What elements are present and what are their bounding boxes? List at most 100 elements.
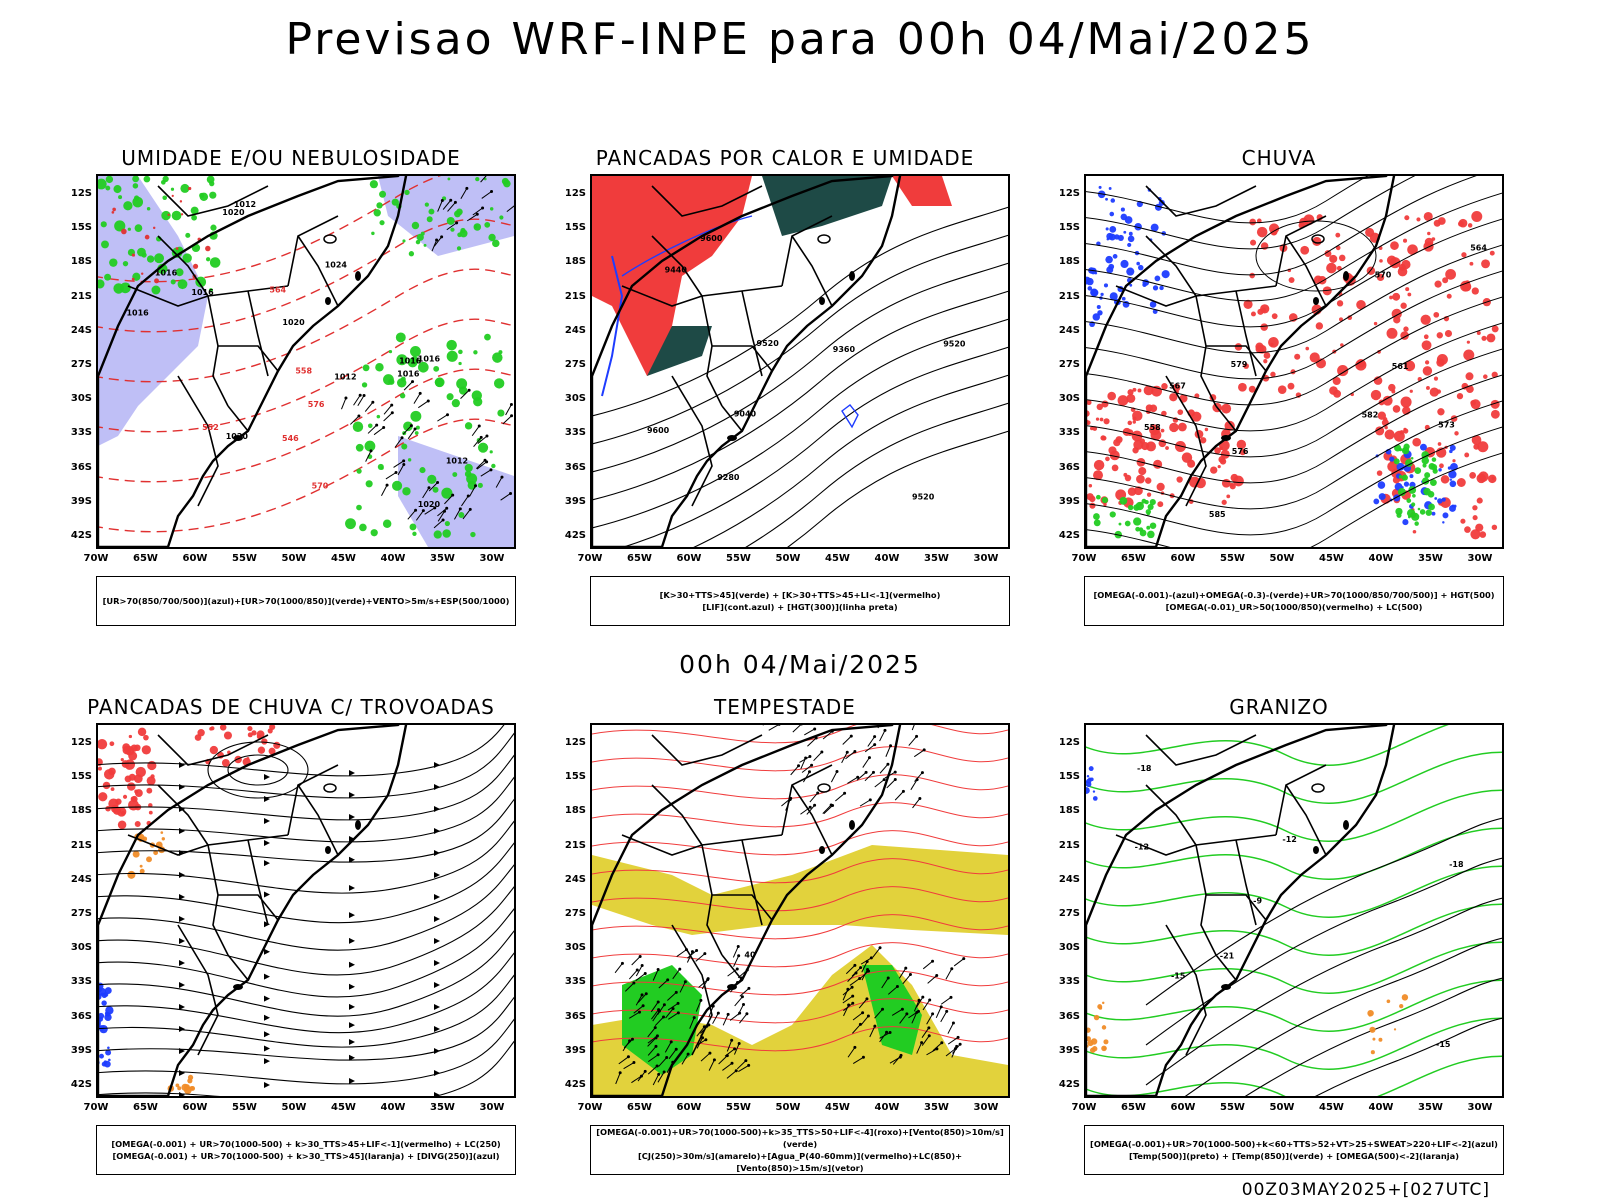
convection-green [647, 326, 712, 376]
lon-tick-label: 35W [924, 553, 949, 564]
panel-title: PANCADAS POR CALOR E UMIDADE [595, 146, 975, 170]
forecast-map: 585 582 579 576 573 570 567 564 561 558 [1084, 174, 1504, 549]
contour-label: 1020 [226, 432, 249, 441]
contour-label: 576 [1232, 447, 1249, 456]
contour-label: -12 [1282, 835, 1296, 844]
lat-tick-label: 33S [564, 427, 586, 439]
lon-tick-label: 30W [973, 553, 999, 564]
contour-label: 567 [1169, 382, 1186, 391]
legend-line: [UR>70(850/700/500)](azul)+[UR>70(1000/8… [102, 596, 510, 606]
lon-tick-label: 45W [825, 553, 850, 564]
lon-tick-label: 50W [281, 1102, 307, 1113]
contour-label: 1012 [446, 457, 468, 466]
lon-tick-label: 35W [430, 553, 455, 564]
legend-line: [CJ(250)>30m/s](amarelo)+[Agua_P(40-60mm… [637, 1151, 963, 1173]
lat-tick-label: 21S [70, 290, 92, 302]
temp-850-contours [1086, 725, 1502, 1096]
humidity-low-levels [345, 332, 505, 539]
rain-red [1375, 392, 1500, 540]
lon-tick-label: 45W [825, 1102, 850, 1113]
lat-tick-label: 33S [70, 427, 92, 439]
lat-tick-label: 15S [1058, 771, 1080, 783]
contour-label: 564 [1470, 244, 1487, 253]
lifted-index-contour [621, 215, 753, 277]
contour-label: 558 [1144, 423, 1161, 432]
section-title: 00h 04/Mai/2025 [679, 650, 921, 679]
contour-label: 1020 [282, 318, 305, 327]
page-title: Previsao WRF-INPE para 00h 04/Mai/2025 [285, 14, 1315, 65]
lat-tick-label: 39S [564, 495, 586, 507]
lat-tick-label: 18S [70, 256, 92, 268]
lon-tick-label: 50W [281, 553, 307, 564]
humidity-high-levels [398, 436, 514, 547]
lat-tick-label: 27S [564, 359, 586, 370]
lat-tick-label: 42S [70, 530, 92, 541]
legend-line: [OMEGA(-0.01)_UR>50(1000/850)(vermelho) … [1165, 602, 1423, 612]
map-outline [98, 725, 408, 1096]
forecast-map: -9 -12 -15 -18 -21 -12 -15 -18 [1084, 723, 1504, 1098]
lat-tick-label: 42S [564, 1079, 586, 1090]
lon-tick-label: 40W [1368, 553, 1394, 564]
lat-tick-label: 15S [70, 222, 92, 234]
contour-label: -18 [1137, 764, 1152, 773]
thunderstorm-red [194, 725, 281, 767]
rain-red [1086, 382, 1247, 509]
lat-tick-label: 39S [70, 495, 92, 507]
panel-chuva: CHUVA 12S 15S 18S 21S 24S 27S 30S 33S 36S 39S 42S 70… [1044, 146, 1514, 626]
lat-tick-label: 12S [70, 188, 92, 199]
lat-tick-label: 15S [1058, 222, 1080, 234]
legend-line: [K>30+TTS>45](verde) + [K>30+TTS>45+LI<-… [659, 590, 941, 600]
contour-label: 579 [1231, 360, 1248, 369]
lon-tick-label: 30W [1467, 1102, 1493, 1113]
humidity-high-levels [98, 176, 208, 446]
panel-title: UMIDADE E/OU NEBULOSIDADE [121, 146, 461, 170]
lon-tick-label: 45W [331, 1102, 356, 1113]
contour-label: 9280 [717, 473, 740, 482]
lat-tick-label: 30S [70, 393, 92, 405]
contour-label: 1016 [418, 354, 441, 363]
lat-tick-label: 24S [1058, 873, 1080, 885]
lon-tick-label: 50W [775, 553, 801, 564]
lat-tick-label: 15S [564, 771, 586, 783]
thunderstorm-orange [127, 831, 166, 879]
lat-tick-label: 18S [1058, 256, 1080, 268]
lat-tick-label: 36S [564, 461, 586, 473]
contour-label: -15 [1436, 1040, 1451, 1049]
contour-label: 570 [1375, 271, 1392, 280]
lat-tick-label: 21S [70, 839, 92, 851]
panel-title: GRANIZO [1229, 695, 1329, 719]
lat-tick-label: 42S [1058, 530, 1080, 541]
panel-legend: [OMEGA(-0.001)-(azul)+OMEGA(-0.3)-(verde… [1084, 576, 1504, 626]
contour-label: 576 [308, 400, 325, 409]
contour-label: -15 [1171, 971, 1186, 980]
lon-tick-label: 55W [726, 553, 751, 564]
contour-label: -9 [1253, 896, 1262, 905]
omega-orange [1367, 994, 1409, 1055]
jet-stream-yellow [592, 845, 1008, 935]
legend-line: [Temp(500)](preto) + [Temp(850)](verde) … [1128, 1151, 1460, 1161]
panel-legend: [K>30+TTS>45](verde) + [K>30+TTS>45+LI<-… [590, 576, 1010, 626]
lon-tick-label: 65W [133, 1102, 158, 1113]
lon-tick-label: 65W [1121, 553, 1146, 564]
panel-granizo: GRANIZO 12S 15S 18S 21S 24S 27S 30S 33S 36S 39S 42S… [1044, 695, 1514, 1175]
lon-tick-label: 70W [83, 553, 109, 564]
lon-tick-label: 30W [1467, 553, 1493, 564]
contour-label: 1024 [325, 261, 348, 270]
divergence-blue [98, 982, 114, 1068]
lon-tick-label: 35W [1418, 553, 1443, 564]
lat-tick-label: 24S [1058, 324, 1080, 336]
omega-orange [1086, 1001, 1109, 1053]
lat-tick-label: 12S [564, 737, 586, 748]
hail-blue [1086, 766, 1098, 801]
convection-red [592, 176, 752, 376]
panel-legend: [OMEGA(-0.001) + UR>70(1000-500) + k>30_… [96, 1125, 516, 1175]
lat-tick-label: 27S [70, 908, 92, 919]
lon-tick-label: 55W [1220, 1102, 1245, 1113]
contour-label: 9600 [700, 234, 723, 243]
lon-tick-label: 40W [1368, 1102, 1394, 1113]
forecast-map [96, 723, 516, 1098]
lat-tick-label: 27S [564, 908, 586, 919]
lon-tick-label: 60W [676, 553, 702, 564]
panel-title: CHUVA [1241, 146, 1317, 170]
map-outline [1086, 176, 1396, 547]
